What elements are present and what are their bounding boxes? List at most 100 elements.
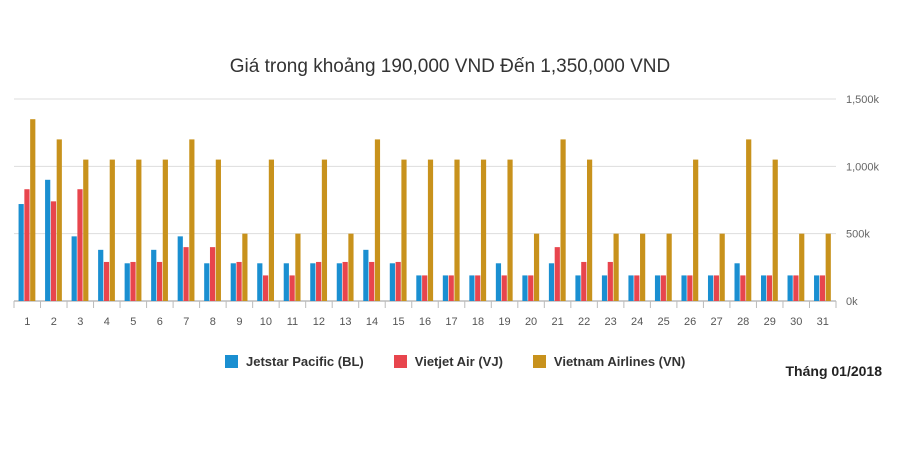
x-tick-label: 14 (366, 316, 378, 328)
legend-item-jetstar[interactable]: Jetstar Pacific (BL) (225, 354, 364, 369)
bar-vietnam-airlines (825, 233, 831, 301)
bar-jetstar (310, 263, 316, 301)
bar-vietjet (156, 261, 163, 301)
bar-vietnam-airlines (772, 159, 778, 301)
bar-vietnam-airlines (83, 159, 89, 301)
bar-vietnam-airlines (480, 159, 487, 301)
bar-vietnam-airlines (136, 159, 142, 301)
bar-vietjet (819, 275, 826, 301)
bar-jetstar (18, 204, 24, 301)
bar-vietnam-airlines (719, 233, 725, 301)
x-tick-label: 11 (287, 316, 298, 328)
bar-vietjet (77, 189, 83, 301)
legend-swatch-jetstar (225, 355, 238, 368)
legend-label-vietjet: Vietjet Air (VJ) (414, 354, 503, 369)
bar-vietjet (422, 275, 428, 301)
bar-jetstar (283, 263, 289, 301)
bar-vietjet (528, 275, 534, 301)
bar-vietjet (342, 261, 348, 301)
bar-vietjet (448, 275, 454, 301)
y-tick-label: 1,000k (846, 161, 880, 173)
bar-vietnam-airlines (109, 159, 115, 301)
x-tick-label: 12 (313, 316, 325, 328)
x-tick-label: 25 (658, 316, 670, 328)
bar-vietjet (289, 275, 295, 301)
legend-label-vietnam-airlines: Vietnam Airlines (VN) (553, 354, 686, 369)
bar-vietnam-airlines (613, 233, 619, 301)
bar-jetstar (495, 263, 502, 301)
x-tick-label: 19 (498, 316, 510, 328)
x-tick-label: 16 (419, 316, 431, 328)
bar-vietnam-airlines (746, 139, 752, 301)
bar-vietjet (581, 261, 587, 301)
x-axis: 1 2 3 4 5 6 7 8 9 10 11 12 13 14 15 16 17 18 19 20 21 22 23 24 2… (13, 301, 837, 328)
bar-jetstar (98, 249, 104, 301)
x-tick-label: 8 (210, 316, 216, 328)
y-tick-label: 0k (846, 296, 858, 308)
bar-vietnam-airlines (507, 159, 513, 301)
bar-jetstar (389, 263, 395, 301)
x-tick-label: 5 (130, 316, 136, 328)
x-tick-label: 21 (551, 316, 563, 328)
x-tick-label: 1 (24, 316, 30, 328)
bar-vietjet (236, 261, 242, 301)
bar-jetstar (548, 263, 555, 301)
bar-vietjet (183, 247, 189, 301)
bar-jetstar (814, 275, 820, 301)
legend-label-jetstar: Jetstar Pacific (BL) (246, 354, 364, 369)
bar-jetstar (681, 275, 687, 301)
bar-vietjet (740, 275, 746, 301)
bar-vietjet (793, 275, 799, 301)
bar-jetstar (257, 263, 263, 301)
bar-vietnam-airlines (640, 233, 646, 301)
legend-item-vietjet[interactable]: Vietjet Air (VJ) (393, 354, 503, 369)
bar-jetstar (628, 275, 634, 301)
bar-vietjet (209, 247, 216, 301)
bar-vietnam-airlines (374, 139, 381, 301)
bar-jetstar (416, 275, 422, 301)
x-tick-label: 9 (236, 316, 242, 328)
legend-item-vietnam-airlines[interactable]: Vietnam Airlines (VN) (532, 354, 686, 369)
bar-vietjet (713, 275, 719, 301)
bar-vietnam-airlines (242, 233, 248, 301)
x-tick-label: 4 (104, 316, 110, 328)
bar-jetstar (601, 275, 608, 301)
bar-vietnam-airlines (348, 233, 354, 301)
bar-vietjet (475, 275, 481, 301)
bar-jetstar (787, 275, 793, 301)
bar-vietjet (554, 247, 560, 301)
chart-title: Giá trong khoảng 190,000 VND Đến 1,350,0… (229, 56, 671, 77)
bar-vietjet (687, 275, 693, 301)
bar-jetstar (707, 275, 714, 301)
x-tick-label: 2 (51, 316, 57, 328)
bar-jetstar (45, 179, 51, 301)
bar-jetstar (469, 275, 475, 301)
bar-jetstar (230, 263, 236, 301)
bar-jetstar (336, 263, 342, 301)
bar-jetstar (124, 263, 130, 301)
bar-vietnam-airlines (268, 159, 275, 301)
x-tick-label: 29 (764, 316, 776, 328)
bar-vietjet (130, 261, 136, 301)
month-label: Tháng 01/2018 (785, 363, 883, 379)
bar-jetstar (734, 263, 740, 301)
bar-jetstar (761, 275, 767, 301)
bar-vietnam-airlines (427, 159, 434, 301)
bar-vietnam-airlines (215, 159, 221, 301)
x-tick-label: 3 (77, 316, 83, 328)
x-tick-label: 26 (684, 316, 696, 328)
x-tick-label: 15 (392, 316, 404, 328)
bar-jetstar (442, 275, 449, 301)
bars (18, 119, 831, 301)
bar-vietnam-airlines (162, 159, 168, 301)
bar-jetstar (151, 249, 157, 301)
bar-vietjet (263, 275, 269, 301)
bar-jetstar (363, 249, 369, 301)
x-tick-label: 24 (631, 316, 643, 328)
bar-jetstar (177, 236, 183, 301)
x-tick-label: 22 (578, 316, 590, 328)
x-tick-label: 10 (260, 316, 272, 328)
bar-vietnam-airlines (454, 159, 460, 301)
bar-vietjet (634, 275, 640, 301)
